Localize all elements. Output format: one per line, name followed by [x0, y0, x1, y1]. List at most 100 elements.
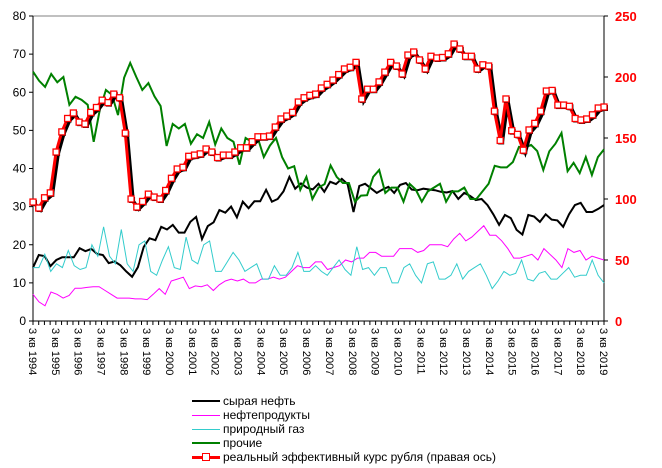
- x-tick-label: 3 кв 2017: [551, 328, 563, 375]
- legend-item-other: прочие: [192, 436, 496, 450]
- legend-label: нефтепродукты: [223, 408, 311, 422]
- data-point-marker: [577, 116, 585, 124]
- data-point-marker: [358, 95, 366, 103]
- data-point-marker: [479, 61, 487, 69]
- x-tick-label: 3 кв 1994: [26, 328, 38, 375]
- data-point-marker: [248, 138, 256, 146]
- x-tick-label: 3 кв 1995: [49, 328, 61, 375]
- data-point-marker: [300, 94, 308, 102]
- y-right-tick-label: 150: [615, 131, 637, 146]
- data-point-marker: [542, 87, 550, 95]
- data-point-marker: [398, 70, 406, 78]
- legend-swatch: [192, 452, 220, 461]
- data-point-marker: [92, 103, 101, 112]
- data-point-marker: [559, 101, 568, 109]
- series-line-2: [33, 226, 605, 290]
- data-point-marker: [346, 63, 354, 71]
- x-tick-label: 3 кв 2002: [209, 328, 221, 375]
- y-right-tick-label: 250: [615, 9, 637, 24]
- data-point-marker: [588, 111, 597, 119]
- data-point-marker: [271, 123, 279, 131]
- data-point-marker: [185, 152, 193, 160]
- data-point-marker: [69, 109, 78, 117]
- legend-item-crude-oil: сырая нефть: [192, 394, 496, 408]
- x-tick-label: 3 кв 1999: [140, 328, 152, 375]
- data-point-marker: [311, 90, 320, 98]
- y-left-tick-label: 70: [13, 47, 27, 61]
- data-point-marker: [283, 112, 291, 120]
- data-point-marker: [35, 204, 43, 212]
- data-point-marker: [81, 120, 89, 128]
- y-left-tick-label: 80: [13, 9, 27, 23]
- data-point-marker: [75, 118, 83, 126]
- legend-swatch: [192, 442, 220, 444]
- x-tick-label: 3 кв 2018: [574, 328, 586, 375]
- data-point-marker: [225, 151, 233, 159]
- data-point-marker: [335, 70, 343, 79]
- data-point-marker: [554, 101, 562, 109]
- data-point-marker: [536, 107, 545, 115]
- data-point-marker: [265, 132, 274, 140]
- y-left-tick-label: 20: [13, 238, 27, 252]
- data-point-marker: [115, 94, 124, 102]
- data-point-marker: [519, 146, 527, 154]
- data-point-marker: [571, 114, 579, 123]
- data-point-marker: [381, 68, 389, 76]
- x-tick-label: 3 кв 1997: [95, 328, 107, 375]
- data-point-marker: [473, 65, 481, 73]
- data-point-marker: [461, 52, 470, 60]
- y-left-tick-label: 10: [13, 276, 27, 290]
- y-left-tick-label: 30: [13, 200, 27, 214]
- data-point-marker: [484, 62, 493, 70]
- x-tick-label: 3 кв 2005: [277, 328, 289, 375]
- data-point-marker: [260, 133, 268, 141]
- series-shadow: [33, 43, 607, 213]
- data-point-marker: [150, 193, 158, 201]
- x-tick-label: 3 кв 1998: [117, 328, 129, 375]
- data-point-marker: [340, 65, 349, 73]
- legend-item-oil-products: нефтепродукты: [192, 408, 496, 422]
- data-point-marker: [565, 102, 574, 110]
- x-tick-label: 3 кв 2010: [391, 328, 403, 375]
- legend-item-ruble-reer: реальный эффективный курс рубля (правая …: [192, 450, 496, 464]
- data-point-marker: [421, 65, 429, 73]
- x-tick-label: 3 кв 2004: [254, 328, 266, 375]
- x-tick-label: 3 кв 2000: [163, 328, 175, 375]
- legend-label: природный газ: [223, 422, 305, 436]
- y-right-tick-label: 0: [615, 314, 622, 329]
- data-point-marker: [219, 151, 227, 159]
- data-point-marker: [138, 197, 147, 206]
- legend-swatch: [192, 428, 220, 430]
- data-point-marker: [329, 76, 337, 84]
- data-point-marker: [386, 58, 395, 67]
- x-tick-label: 3 кв 2009: [369, 328, 381, 375]
- data-point-marker: [58, 128, 66, 136]
- data-point-marker: [144, 190, 153, 198]
- data-point-marker: [46, 189, 54, 197]
- data-point-marker: [525, 126, 533, 134]
- x-tick-label: 3 кв 2007: [323, 328, 335, 375]
- x-tick-label: 3 кв 1996: [72, 328, 84, 375]
- data-point-marker: [369, 85, 377, 93]
- data-point-marker: [548, 86, 556, 95]
- data-point-marker: [242, 144, 251, 152]
- data-point-marker: [352, 58, 360, 67]
- data-point-marker: [288, 108, 297, 117]
- y-left-tick-label: 40: [13, 162, 27, 176]
- x-tick-label: 3 кв 2003: [232, 328, 244, 375]
- x-tick-label: 3 кв 2001: [186, 328, 198, 375]
- data-point-marker: [104, 98, 112, 107]
- data-point-marker: [456, 45, 464, 53]
- data-point-marker: [363, 85, 372, 93]
- data-point-marker: [502, 95, 510, 103]
- legend-label: реальный эффективный курс рубля (правая …: [223, 450, 496, 464]
- data-point-marker: [583, 115, 591, 123]
- data-point-marker: [98, 96, 106, 104]
- data-point-marker: [121, 129, 129, 137]
- legend-label: сырая нефть: [223, 394, 296, 408]
- x-tick-label: 3 кв 2008: [346, 328, 358, 375]
- legend-item-natural-gas: природный газ: [192, 422, 496, 436]
- data-point-marker: [52, 148, 60, 156]
- y-left-tick-label: 0: [19, 314, 26, 328]
- plot-area: 0 10 20 30 40 50 60 70 80 0 50 100 150 200 250 3 кв 199…: [13, 9, 637, 375]
